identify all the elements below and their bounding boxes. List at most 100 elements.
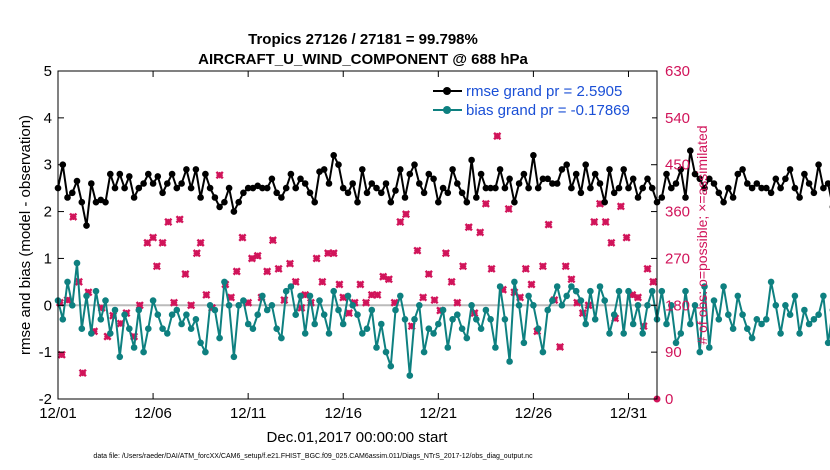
bias-point: [401, 316, 409, 323]
bias-point: [221, 278, 228, 286]
obs-marker: [169, 298, 179, 307]
rmse-point: [121, 184, 128, 192]
bias-point: [763, 316, 770, 323]
x-tick-label: 12/21: [420, 405, 458, 422]
bias-point: [73, 259, 81, 267]
obs-marker: [527, 280, 536, 289]
rmse-point: [173, 184, 181, 192]
bias-point: [287, 283, 295, 290]
obs-marker: [590, 217, 599, 227]
rmse-point: [782, 175, 789, 183]
rmse-point: [306, 189, 314, 197]
obs-marker: [274, 264, 283, 273]
bias-point: [363, 325, 371, 333]
x-tick-label: 12/16: [324, 405, 362, 422]
bias-point: [691, 302, 699, 309]
rmse-point: [78, 198, 86, 206]
rmse-point: [539, 175, 547, 183]
chart-subtitle: AIRCRAFT_U_WIND_COMPONENT @ 688 hPa: [198, 51, 528, 68]
bias-point: [782, 302, 789, 309]
rmse-point: [796, 194, 803, 201]
bias-point: [492, 344, 499, 351]
rmse-point: [677, 166, 685, 173]
rmse-point: [468, 156, 475, 164]
rmse-point: [558, 166, 566, 173]
rmse-point: [634, 194, 642, 201]
bias-point: [259, 292, 266, 300]
obs-marker: [152, 262, 161, 271]
rmse-point: [530, 152, 537, 159]
bias-point: [282, 287, 290, 295]
legend: rmse grand pr = 2.5905 bias grand pr = -…: [430, 79, 652, 123]
rmse-point: [301, 180, 309, 187]
bias-point: [458, 325, 466, 333]
obs-marker: [567, 275, 576, 284]
y2-tick-label: 90: [665, 344, 682, 361]
bias-point: [83, 292, 90, 300]
obs-marker: [396, 217, 405, 227]
obs-marker: [633, 293, 643, 302]
bias-point: [606, 330, 613, 337]
bias-series: [54, 259, 830, 379]
rmse-point: [420, 189, 428, 197]
bias-point: [591, 316, 599, 323]
rmse-point: [325, 180, 333, 187]
rmse-point: [221, 198, 228, 206]
rmse-point: [748, 184, 756, 192]
rmse-point: [230, 208, 238, 215]
rmse-point: [335, 161, 342, 168]
bias-point: [582, 320, 589, 328]
bias-point: [706, 344, 713, 351]
rmse-point: [225, 184, 233, 192]
rmse-point: [88, 180, 95, 187]
bias-point: [658, 287, 666, 295]
y2-tick-label: 360: [665, 204, 690, 221]
obs-marker: [458, 262, 468, 271]
y-tick-label: 2: [44, 204, 52, 221]
bias-point: [178, 320, 185, 328]
bias-point: [805, 320, 813, 328]
bias-point: [297, 292, 304, 300]
bias-point: [748, 334, 756, 342]
bias-point: [349, 302, 357, 309]
bias-point: [420, 348, 428, 356]
rmse-point: [772, 175, 780, 183]
bias-point: [268, 302, 276, 309]
bias-point: [572, 287, 580, 295]
rmse-point: [706, 175, 713, 183]
bias-point: [411, 316, 418, 323]
rmse-point: [130, 194, 138, 201]
bias-point: [354, 311, 361, 319]
bias-point: [496, 283, 504, 290]
obs-marker: [430, 296, 439, 305]
bias-point: [639, 330, 646, 337]
legend-box: [430, 79, 652, 123]
bias-point: [126, 325, 133, 333]
rmse-point: [549, 180, 556, 187]
obs-marker: [78, 368, 87, 378]
bias-point: [810, 316, 818, 323]
obs-marker: [424, 269, 433, 279]
bias-point: [278, 334, 285, 342]
rmse-point: [625, 184, 632, 192]
bias-point: [525, 292, 532, 300]
rmse-point: [378, 189, 385, 197]
rmse-point: [206, 184, 214, 192]
obs-marker: [238, 233, 247, 242]
rmse-point: [587, 184, 594, 192]
bias-point: [273, 325, 281, 333]
rmse-point: [183, 166, 190, 173]
bias-point: [292, 311, 300, 319]
rmse-point: [805, 180, 813, 187]
bias-point: [111, 306, 119, 314]
bias-point: [596, 283, 604, 290]
bias-point: [568, 283, 575, 290]
rmse-point: [458, 189, 466, 197]
rmse-point: [297, 175, 304, 183]
rmse-point: [373, 184, 380, 192]
bias-point: [235, 302, 242, 309]
rmse-point: [544, 175, 551, 183]
rmse-point: [354, 198, 361, 206]
obs-marker: [329, 249, 338, 258]
bias-point: [392, 306, 399, 314]
